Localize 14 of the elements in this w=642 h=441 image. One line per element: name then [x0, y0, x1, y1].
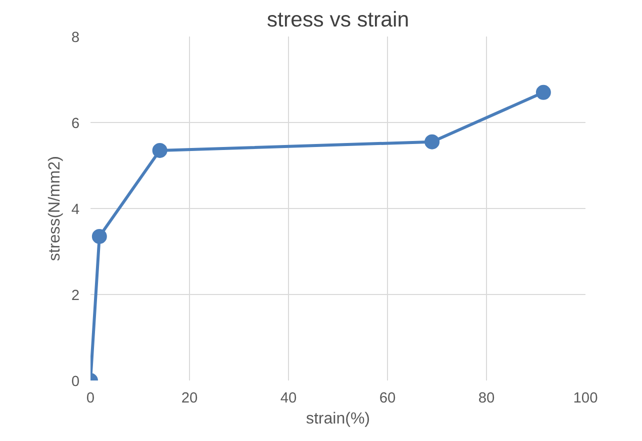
x-tick-label: 20 — [181, 390, 198, 406]
x-axis-title: strain(%) — [306, 410, 370, 428]
x-tick-label: 40 — [280, 390, 297, 406]
y-axis-title: stress(N/mm2) — [46, 156, 64, 261]
chart-title: stress vs strain — [266, 8, 410, 32]
x-tick-label: 80 — [478, 390, 495, 406]
x-tick-label: 60 — [379, 390, 396, 406]
x-tick-label: 100 — [573, 390, 598, 406]
y-tick-label: 6 — [71, 116, 80, 132]
y-tick-label: 4 — [71, 202, 80, 218]
y-tick-label: 2 — [71, 288, 80, 304]
x-tick-label: 0 — [86, 390, 95, 406]
y-tick-label: 8 — [71, 30, 80, 46]
y-tick-label: 0 — [71, 374, 80, 390]
